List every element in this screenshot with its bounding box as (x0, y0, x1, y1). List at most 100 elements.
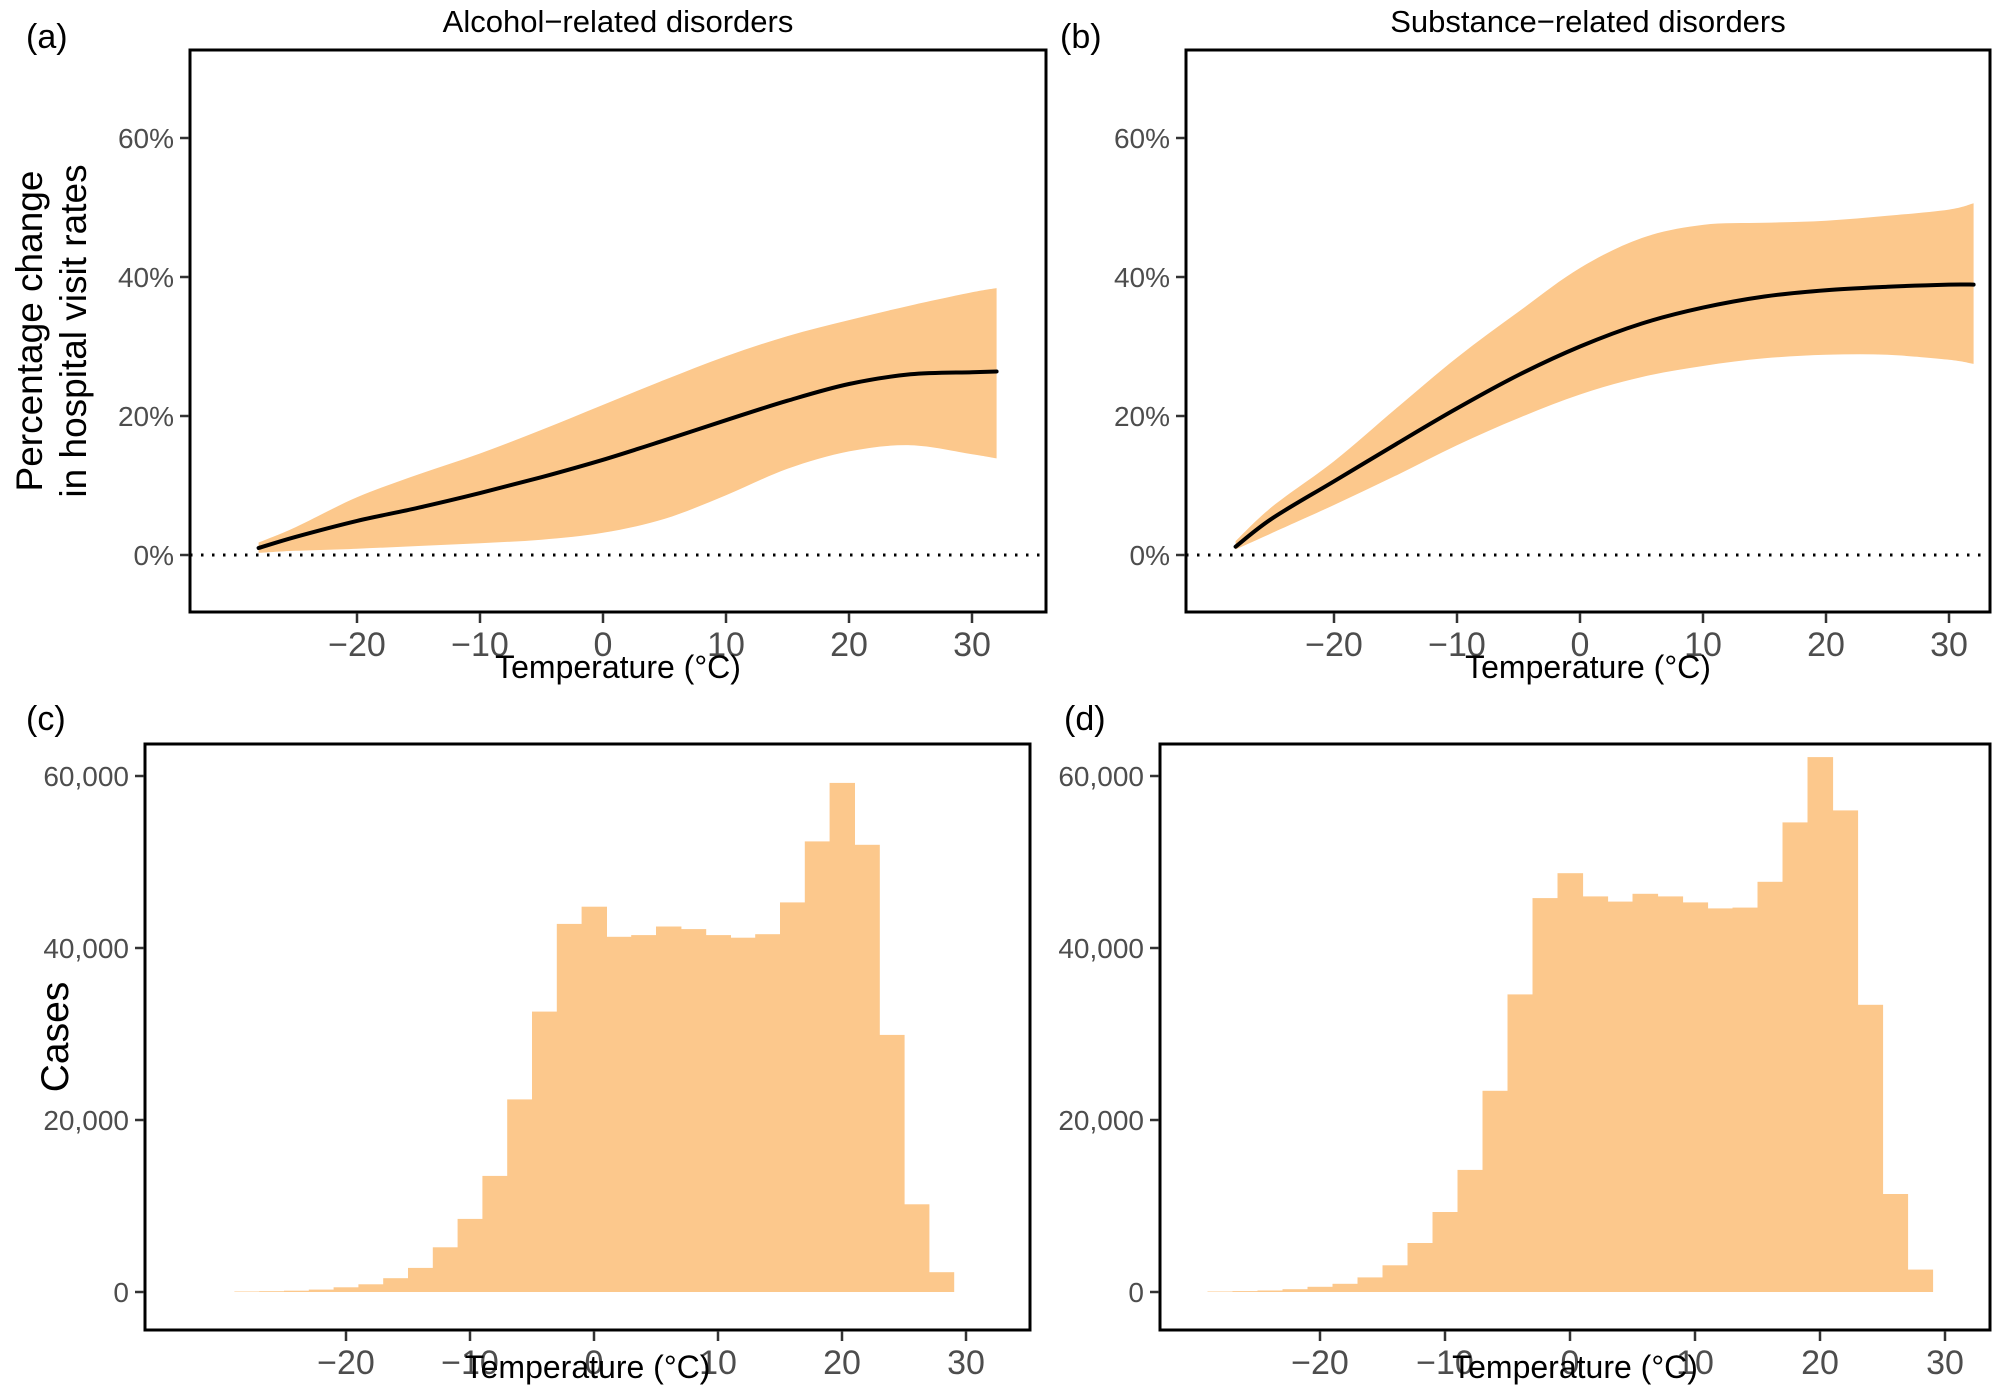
x-tick-label: 10 (1676, 1344, 1714, 1382)
histogram-bar (1507, 994, 1534, 1292)
x-tick-label: −20 (1305, 626, 1363, 664)
histogram-bar (804, 841, 831, 1292)
histogram-bar (1582, 896, 1609, 1292)
x-axis: −20 −10 0 10 20 30 (328, 613, 991, 664)
panel-letter-b: (b) (1060, 18, 1102, 56)
x-tick-label: 10 (1684, 626, 1722, 664)
x-tick-label: 10 (707, 626, 745, 664)
x-axis: −20 −10 0 10 20 30 (1291, 1331, 1964, 1382)
panel-c-alcohol-cases-histogram: −20 −10 0 10 20 30 0 20,000 40,000 60,000 Temperat… (43, 742, 1032, 1385)
histogram-bar (755, 934, 781, 1292)
panel-border (1158, 742, 1992, 1332)
histogram-bar (1257, 1290, 1284, 1292)
row2-y-axis-title: Cases (34, 981, 77, 1093)
x-tick-label: 30 (953, 626, 991, 664)
histogram-bar (1407, 1243, 1434, 1292)
panel-title: Alcohol−related disorders (443, 4, 794, 39)
y-axis: 0% 20% 40% 60% (1114, 123, 1185, 571)
x-tick-label: 20 (1801, 1344, 1839, 1382)
x-tick-label: 30 (1926, 1344, 1964, 1382)
y-tick-label: 60,000 (1058, 761, 1144, 792)
panel-letter-d: (d) (1064, 700, 1106, 738)
histogram-bar (1332, 1283, 1359, 1292)
histogram-bar (1207, 1291, 1234, 1292)
exposure-response-curve (256, 369, 999, 550)
histogram-bar (1882, 1194, 1909, 1292)
y-tick-label: 0% (1130, 540, 1170, 571)
histogram-bar (1807, 757, 1834, 1292)
histogram-bar (680, 929, 707, 1292)
histogram-bar (556, 923, 583, 1292)
x-tick-label: 0 (1561, 1344, 1580, 1382)
panel-letter-c: (c) (26, 700, 66, 738)
histogram-bar (1707, 908, 1734, 1292)
histogram-bars (1207, 757, 1934, 1292)
histogram-bar (259, 1291, 285, 1292)
y-axis: 0% 20% 40% 60% (118, 123, 189, 571)
histogram-bar (1557, 873, 1584, 1292)
y-tick-label: 0 (113, 1277, 129, 1308)
y-tick-label: 40% (1114, 262, 1170, 293)
histogram-bar (730, 937, 756, 1292)
y-tick-label: 0% (134, 540, 174, 571)
histogram-bar (1682, 902, 1709, 1292)
x-axis-title: Temperature (°C) (1452, 1349, 1698, 1385)
histogram-bar (1832, 810, 1859, 1292)
histogram-bar (656, 926, 682, 1292)
x-axis: −20 −10 0 10 20 30 (1305, 613, 1968, 664)
x-tick-label: −20 (328, 626, 386, 664)
histogram-bar (432, 1247, 459, 1292)
row1-y-axis-title-line2: in hospital visit rates (53, 164, 94, 498)
histogram-bar (631, 935, 657, 1292)
histogram-bar (1307, 1286, 1334, 1292)
histogram-bar (1857, 1004, 1884, 1292)
panel-title: Substance−related disorders (1390, 4, 1786, 39)
histogram-bar (854, 844, 880, 1292)
histogram-bar (383, 1278, 409, 1292)
histogram-bar (1907, 1269, 1934, 1292)
histogram-bar (1482, 1090, 1509, 1292)
histogram-bar (780, 902, 806, 1292)
y-tick-label: 40% (118, 262, 174, 293)
x-tick-label: −10 (1416, 1344, 1474, 1382)
y-tick-label: 40,000 (1058, 933, 1144, 964)
y-tick-label: 20,000 (1058, 1105, 1144, 1136)
histogram-bar (1282, 1289, 1309, 1292)
panel-border (188, 48, 1048, 614)
x-tick-label: 0 (1571, 626, 1590, 664)
histogram-bar (904, 1204, 930, 1292)
histogram-bar (1782, 822, 1809, 1292)
histogram-bar (234, 1291, 260, 1292)
histogram-bar (606, 936, 632, 1292)
x-tick-label: 0 (585, 1344, 604, 1382)
histogram-bar (507, 1099, 533, 1292)
y-tick-label: 60% (118, 123, 174, 154)
panel-d-substance-cases-histogram: −20 −10 0 10 20 30 0 20,000 40,000 60,000 Temperat… (1058, 742, 1992, 1385)
x-axis-title: Temperature (°C) (465, 1349, 711, 1385)
histogram-bar (705, 935, 731, 1292)
histogram-bar (581, 906, 607, 1292)
panel-border (1184, 48, 1992, 614)
histogram-bar (482, 1175, 508, 1292)
histogram-bar (1432, 1212, 1459, 1292)
y-tick-label: 40,000 (43, 933, 129, 964)
x-tick-label: −10 (451, 626, 509, 664)
histogram-bar (457, 1218, 483, 1292)
histogram-bar (284, 1290, 310, 1292)
histogram-bar (333, 1287, 359, 1292)
histogram-bar (879, 1034, 905, 1292)
x-tick-label: −10 (1428, 626, 1486, 664)
y-axis: 0 20,000 40,000 60,000 (1058, 761, 1159, 1308)
histogram-bar (1732, 907, 1759, 1292)
row1-y-axis-title-line1: Percentage change (9, 170, 50, 492)
y-tick-label: 20% (1114, 401, 1170, 432)
x-tick-label: −20 (317, 1344, 375, 1382)
y-tick-label: 20% (118, 401, 174, 432)
x-tick-label: 20 (1807, 626, 1845, 664)
y-tick-label: 60,000 (43, 761, 129, 792)
panel-letter-a: (a) (26, 18, 68, 56)
x-tick-label: 20 (823, 1344, 861, 1382)
histogram-bar (928, 1272, 955, 1292)
histogram-bar (1457, 1169, 1484, 1292)
x-tick-label: −10 (441, 1344, 499, 1382)
